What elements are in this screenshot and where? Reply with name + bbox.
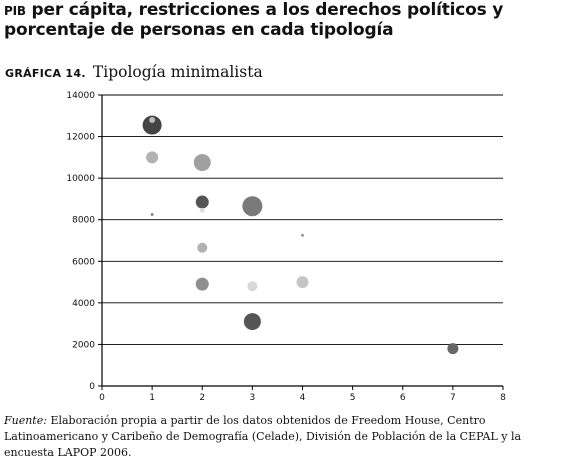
data-point	[195, 195, 209, 209]
data-point	[149, 116, 156, 123]
x-tick-label: 7	[450, 393, 456, 403]
scatter-chart: 0 2000 4000 6000 8000 10000 12000 14000 0 1 2 3 4 5 6 7…	[66, 91, 506, 403]
data-point	[247, 281, 258, 292]
y-tick-label: 14000	[66, 91, 95, 101]
data-point	[142, 115, 162, 135]
y-tick-label: 4000	[72, 299, 95, 309]
data-point	[195, 277, 209, 291]
y-tick-label: 2000	[72, 340, 95, 350]
x-tick-label: 0	[99, 393, 105, 403]
title-prefix: PIB	[4, 4, 26, 18]
figure-label: GRÁFICA 14.	[5, 67, 86, 80]
data-point	[243, 313, 261, 331]
data-point	[146, 151, 159, 164]
page-title: PIB per cápita, restricciones a los dere…	[4, 1, 570, 40]
figure-caption: GRÁFICA 14. Tipología minimalista	[5, 62, 263, 81]
data-point	[242, 196, 263, 217]
x-tick-label: 5	[350, 393, 356, 403]
x-tick-label: 6	[400, 393, 406, 403]
x-tick-label: 4	[300, 393, 306, 403]
source-text: Elaboración propia a partir de los datos…	[4, 414, 522, 459]
x-tick-label: 2	[199, 393, 205, 403]
data-point	[197, 242, 208, 253]
x-tick-label: 3	[250, 393, 256, 403]
data-point	[199, 207, 205, 213]
source-label: Fuente:	[4, 414, 47, 427]
source-note: Fuente: Elaboración propia a partir de l…	[4, 413, 572, 461]
figure-name: Tipología minimalista	[92, 63, 263, 81]
x-tick-label: 1	[149, 393, 155, 403]
y-tick-label: 12000	[66, 133, 95, 143]
data-point	[193, 154, 211, 172]
y-tick-label: 6000	[72, 257, 95, 267]
data-point	[301, 233, 304, 237]
y-tick-label: 8000	[72, 216, 95, 226]
data-point	[447, 343, 459, 355]
data-point	[150, 213, 154, 217]
y-tick-label: 10000	[66, 174, 95, 184]
y-tick-label: 0	[89, 382, 95, 392]
x-tick-label: 8	[500, 393, 506, 403]
data-point	[296, 276, 309, 289]
title-text: per cápita, restricciones a los derechos…	[4, 0, 504, 40]
